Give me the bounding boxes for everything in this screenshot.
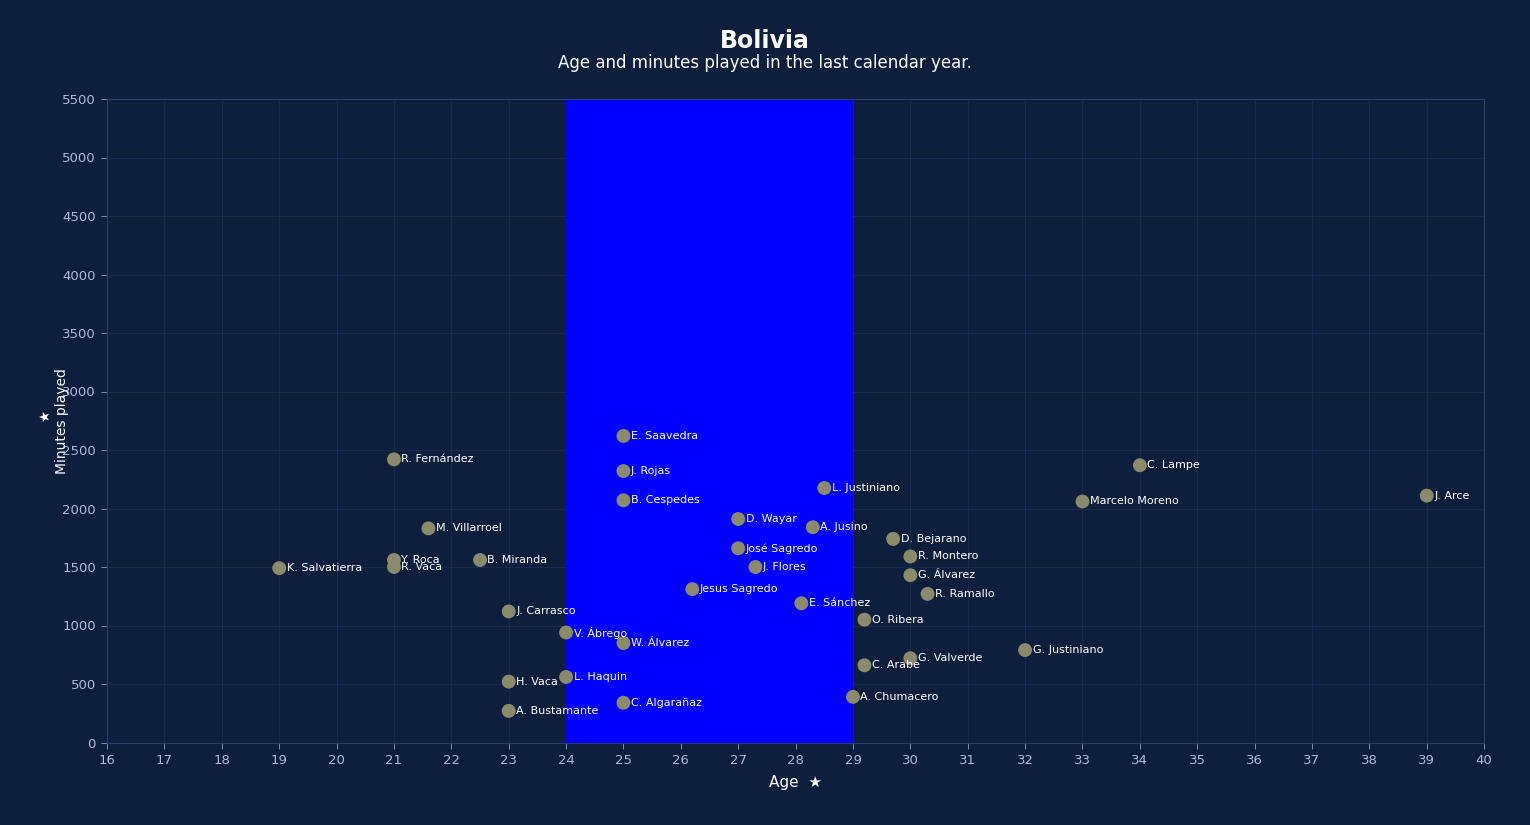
Point bbox=[382, 554, 407, 567]
Point bbox=[1069, 495, 1094, 508]
Point bbox=[842, 691, 866, 704]
Point bbox=[725, 542, 750, 555]
Text: J. Arce: J. Arce bbox=[1434, 491, 1469, 501]
Text: José Sagredo: José Sagredo bbox=[745, 543, 819, 554]
Point bbox=[416, 521, 441, 535]
Text: A. Bustamante: A. Bustamante bbox=[516, 706, 598, 716]
Point bbox=[610, 493, 636, 507]
Text: L. Haquin: L. Haquin bbox=[574, 672, 627, 682]
Bar bbox=[566, 99, 854, 742]
Text: C. Algarañaz: C. Algarañaz bbox=[630, 698, 702, 708]
Point bbox=[610, 429, 636, 442]
Point bbox=[744, 560, 768, 573]
Point bbox=[554, 626, 578, 639]
Point bbox=[610, 464, 636, 478]
Point bbox=[898, 568, 923, 582]
Text: J. Carrasco: J. Carrasco bbox=[516, 606, 575, 616]
Point bbox=[898, 652, 923, 665]
Point bbox=[679, 582, 704, 596]
Y-axis label:   ★
Minutes played: ★ Minutes played bbox=[38, 368, 69, 474]
Point bbox=[915, 587, 939, 601]
Text: C. Arabe: C. Arabe bbox=[872, 660, 920, 670]
Text: G. Valverde: G. Valverde bbox=[918, 653, 982, 663]
Text: R. Ramallo: R. Ramallo bbox=[935, 589, 994, 599]
Point bbox=[725, 512, 750, 526]
Text: B. Miranda: B. Miranda bbox=[488, 555, 548, 565]
Text: K. Salvatierra: K. Salvatierra bbox=[286, 563, 363, 573]
Text: O. Ribera: O. Ribera bbox=[872, 615, 924, 625]
Text: V. Ábrego: V. Ábrego bbox=[574, 626, 627, 639]
Text: M. Villarroel: M. Villarroel bbox=[436, 523, 502, 534]
Text: J. Rojas: J. Rojas bbox=[630, 466, 672, 476]
Text: Marcelo Moreno: Marcelo Moreno bbox=[1089, 497, 1178, 507]
Point bbox=[554, 671, 578, 684]
Text: J. Flores: J. Flores bbox=[763, 562, 806, 572]
Text: Y. Roca: Y. Roca bbox=[401, 555, 441, 565]
Point bbox=[610, 636, 636, 649]
Text: L. Justiniano: L. Justiniano bbox=[832, 483, 900, 493]
Text: B. Cespedes: B. Cespedes bbox=[630, 495, 699, 505]
Text: H. Vaca: H. Vaca bbox=[516, 676, 558, 686]
Text: E. Sánchez: E. Sánchez bbox=[809, 598, 871, 608]
Point bbox=[852, 613, 877, 626]
Point bbox=[812, 482, 837, 495]
Text: W. Álvarez: W. Álvarez bbox=[630, 638, 689, 648]
Text: C. Lampe: C. Lampe bbox=[1148, 460, 1200, 470]
Text: Bolivia: Bolivia bbox=[721, 29, 809, 53]
Text: R. Fernández: R. Fernández bbox=[401, 455, 474, 464]
X-axis label: Age  ★: Age ★ bbox=[770, 775, 822, 790]
Text: D. Wayar: D. Wayar bbox=[745, 514, 797, 524]
Text: R. Vaca: R. Vaca bbox=[401, 562, 442, 572]
Point bbox=[800, 521, 825, 534]
Point bbox=[898, 550, 923, 563]
Point bbox=[382, 453, 407, 466]
Point bbox=[496, 605, 520, 618]
Text: A. Chumacero: A. Chumacero bbox=[860, 692, 939, 702]
Point bbox=[789, 596, 814, 610]
Text: E. Saavedra: E. Saavedra bbox=[630, 431, 698, 441]
Point bbox=[1128, 459, 1152, 472]
Text: A. Jusino: A. Jusino bbox=[820, 522, 868, 532]
Text: Jesus Sagredo: Jesus Sagredo bbox=[699, 584, 779, 594]
Point bbox=[852, 658, 877, 672]
Point bbox=[1414, 489, 1438, 502]
Point bbox=[1013, 644, 1037, 657]
Point bbox=[610, 696, 636, 710]
Point bbox=[468, 554, 493, 567]
Point bbox=[266, 562, 291, 575]
Point bbox=[496, 705, 520, 718]
Point bbox=[382, 560, 407, 573]
Text: G. Álvarez: G. Álvarez bbox=[918, 570, 975, 580]
Point bbox=[496, 675, 520, 688]
Point bbox=[881, 532, 906, 545]
Text: R. Montero: R. Montero bbox=[918, 551, 978, 562]
Text: D. Bejarano: D. Bejarano bbox=[901, 534, 965, 544]
Text: G. Justiniano: G. Justiniano bbox=[1033, 645, 1103, 655]
Text: Age and minutes played in the last calendar year.: Age and minutes played in the last calen… bbox=[558, 54, 972, 72]
